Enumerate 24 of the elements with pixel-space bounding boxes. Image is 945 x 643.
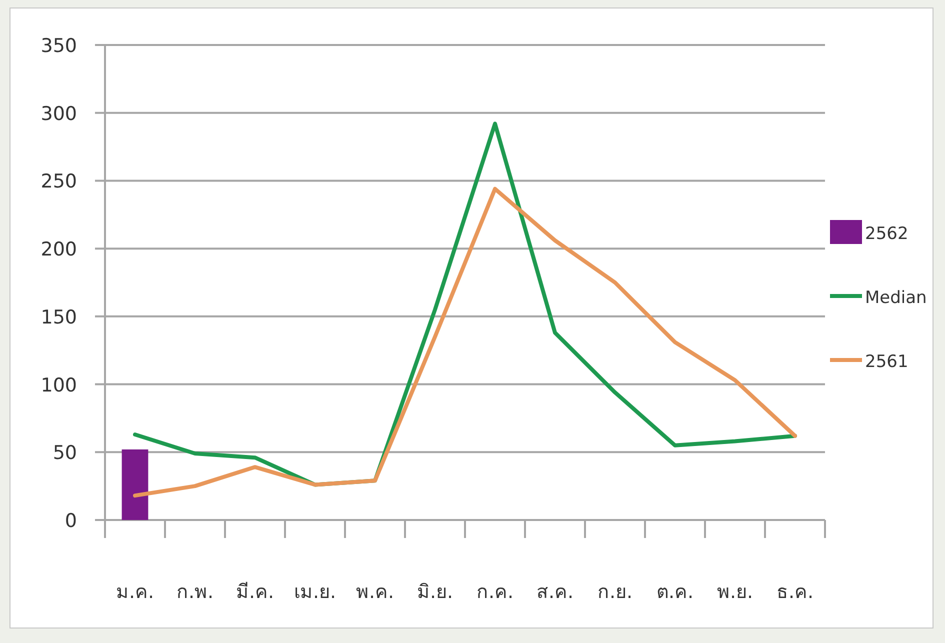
- x-tick-label: พ.ค.: [356, 581, 394, 603]
- legend-label: 2562: [865, 224, 908, 244]
- x-tick-label: ก.พ.: [176, 581, 214, 603]
- x-tick-label: เม.ย.: [294, 581, 336, 603]
- line-series: [133, 186, 797, 498]
- x-tick-label: ม.ค.: [116, 581, 154, 603]
- y-tick-label: 200: [40, 238, 77, 261]
- x-tick-label: ก.ค.: [476, 581, 514, 603]
- legend-label: Median: [865, 288, 927, 308]
- y-tick-label: 250: [40, 170, 77, 193]
- y-tick-label: 150: [40, 306, 77, 328]
- x-tick-label: มี.ค.: [236, 581, 274, 603]
- y-tick-label: 0: [64, 510, 77, 532]
- x-tick-label: ธ.ค.: [776, 581, 814, 603]
- y-tick-label: 50: [52, 442, 77, 464]
- x-tick-label: ส.ค.: [536, 581, 574, 603]
- legend-label: 2561: [865, 352, 908, 372]
- x-tick-label: พ.ย.: [716, 581, 754, 603]
- y-tick-label: 300: [40, 102, 77, 125]
- x-tick-label: มิ.ย.: [416, 581, 454, 603]
- y-tick-label: 100: [40, 374, 77, 396]
- x-tick-label: ต.ค.: [656, 581, 694, 603]
- x-tick-label: ก.ย.: [597, 581, 633, 603]
- y-tick-label: 350: [40, 35, 77, 57]
